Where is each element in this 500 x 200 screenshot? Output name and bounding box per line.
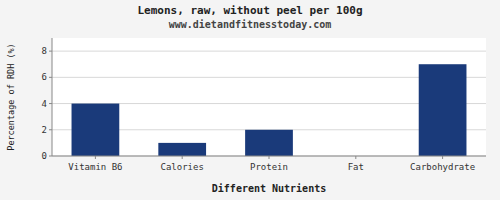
background — [0, 0, 500, 200]
y-tick-label: 2 — [42, 125, 47, 135]
y-axis-label: Percentage of RDH (%) — [6, 43, 16, 150]
chart: Lemons, raw, without peel per 100g www.di… — [0, 0, 500, 200]
y-tick-label: 6 — [42, 72, 47, 82]
y-tick-label: 0 — [42, 151, 47, 161]
x-tick-label: Protein — [250, 162, 288, 172]
title: Lemons, raw, without peel per 100g — [137, 4, 362, 17]
x-tick-label: Vitamin B6 — [68, 162, 122, 172]
bar — [72, 104, 120, 156]
grid-line — [52, 156, 486, 157]
x-tick-label: Fat — [348, 162, 364, 172]
subtitle: www.dietandfitnesstoday.com — [169, 19, 332, 30]
y-tick-label: 8 — [42, 46, 47, 56]
grid-line — [52, 51, 486, 52]
bar — [158, 143, 206, 156]
y-axis — [52, 38, 53, 156]
plot-area — [52, 38, 486, 156]
x-tick-label: Carbohydrate — [410, 162, 475, 172]
x-axis-label: Different Nutrients — [212, 183, 326, 194]
x-tick-label: Calories — [161, 162, 204, 172]
bar — [245, 130, 293, 156]
bar — [419, 64, 467, 156]
x-axis — [52, 156, 486, 157]
bars — [72, 64, 467, 156]
y-tick-label: 4 — [42, 99, 47, 109]
